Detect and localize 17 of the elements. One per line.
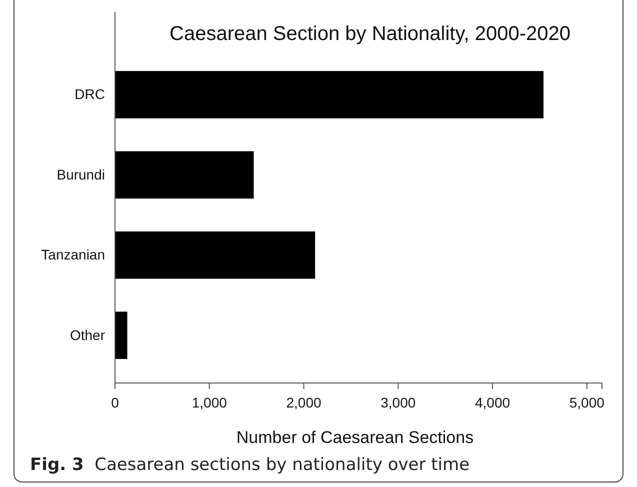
y-tick-label: Other <box>70 326 106 343</box>
y-tick-label: Burundi <box>56 166 105 182</box>
x-tick-label: 2,000 <box>286 394 322 410</box>
y-tick-label: Tanzanian <box>41 246 105 263</box>
x-tick-label: 0 <box>111 394 120 410</box>
caption: Fig. 3 Caesarean sections by nationality over time <box>30 455 470 475</box>
x-tick-label: 1,000 <box>192 394 228 410</box>
bar <box>115 231 316 279</box>
bar <box>115 312 128 359</box>
x-tick-label: 4,000 <box>474 394 510 410</box>
bar <box>115 71 544 118</box>
text: Caesarean Section by Nationality, 2000-2020 <box>170 23 570 45</box>
y-tick-label: DRC <box>74 86 105 102</box>
x-tick-label: 3,000 <box>380 394 416 410</box>
bar <box>115 151 254 199</box>
x-tick-label: 5,000 <box>569 394 605 410</box>
x-axis-title: Number of Caesarean Sections <box>236 428 474 447</box>
